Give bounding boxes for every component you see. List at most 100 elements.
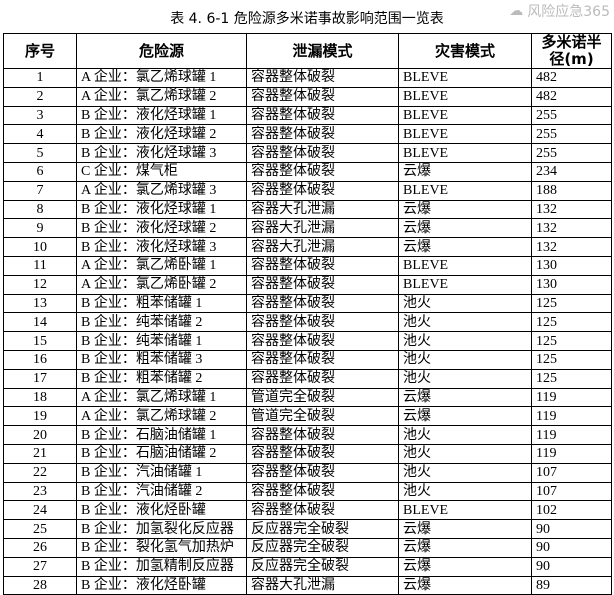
row-hazard-source: B 企业：裂化氢气加热炉 [76, 537, 247, 558]
row-leak-mode: 管道完全破裂 [246, 406, 399, 427]
row-disaster-mode: 池火 [398, 481, 532, 502]
table-row: 19 A 企业：氯乙烯球罐 2 管道完全破裂 云爆 119 [3, 406, 612, 427]
row-leak-mode: 容器整体破裂 [246, 143, 399, 163]
row-domino-radius: 132 [531, 199, 612, 220]
row-hazard-source: A 企业：氯乙烯球罐 3 [76, 180, 247, 201]
row-hazard-source: B 企业：石脑油储罐 1 [76, 425, 247, 445]
table-row: 12 A 企业：氯乙烯卧罐 2 容器整体破裂 BLEVE 130 [3, 274, 612, 295]
row-leak-mode: 容器整体破裂 [246, 312, 399, 333]
row-index: 10 [3, 237, 77, 257]
row-leak-mode: 管道完全破裂 [246, 387, 399, 408]
row-leak-mode: 容器整体破裂 [246, 274, 399, 295]
header-hazard-source: 危险源 [76, 33, 247, 69]
table-row: 21 B 企业：石脑油储罐 2 容器整体破裂 池火 119 [3, 443, 612, 464]
row-index: 3 [3, 105, 77, 126]
row-disaster-mode: 云爆 [398, 161, 532, 182]
table-row: 11 A 企业：氯乙烯卧罐 1 容器整体破裂 BLEVE 130 [3, 255, 612, 276]
row-index: 9 [3, 218, 77, 239]
table-row: 23 B 企业：汽油储罐 2 容器整体破裂 池火 107 [3, 481, 612, 502]
row-disaster-mode: 池火 [398, 425, 532, 445]
row-leak-mode: 容器整体破裂 [246, 425, 399, 445]
row-hazard-source: B 企业：液化烃球罐 2 [76, 124, 247, 145]
row-disaster-mode: 池火 [398, 312, 532, 333]
row-index: 19 [3, 406, 77, 427]
row-hazard-source: B 企业：液化烃卧罐 [76, 575, 247, 595]
row-index: 14 [3, 312, 77, 333]
row-domino-radius: 234 [531, 161, 612, 182]
table-row: 18 A 企业：氯乙烯球罐 1 管道完全破裂 云爆 119 [3, 387, 612, 408]
row-domino-radius: 102 [531, 500, 612, 521]
row-domino-radius: 125 [531, 312, 612, 333]
row-hazard-source: A 企业：氯乙烯球罐 1 [76, 68, 247, 88]
row-index: 18 [3, 387, 77, 408]
row-hazard-source: B 企业：加氢裂化反应器 [76, 519, 247, 539]
table-title: 表 4. 6-1 危险源多米诺事故影响范围一览表 [170, 11, 444, 27]
row-domino-radius: 90 [531, 519, 612, 539]
watermark-text: 风险应急365 [527, 4, 610, 20]
row-disaster-mode: 池火 [398, 293, 532, 314]
row-disaster-mode: 池火 [398, 331, 532, 351]
row-index: 13 [3, 293, 77, 314]
row-leak-mode: 容器整体破裂 [246, 293, 399, 314]
row-domino-radius: 119 [531, 406, 612, 427]
row-disaster-mode: 云爆 [398, 537, 532, 558]
row-disaster-mode: BLEVE [398, 105, 532, 126]
row-disaster-mode: BLEVE [398, 68, 532, 88]
row-domino-radius: 482 [531, 86, 612, 107]
row-disaster-mode: 云爆 [398, 519, 532, 539]
header-index: 序号 [3, 33, 77, 69]
row-disaster-mode: BLEVE [398, 180, 532, 201]
row-leak-mode: 容器整体破裂 [246, 68, 399, 88]
row-leak-mode: 容器整体破裂 [246, 349, 399, 370]
row-index: 28 [3, 575, 77, 595]
row-disaster-mode: 云爆 [398, 218, 532, 239]
row-hazard-source: A 企业：氯乙烯球罐 2 [76, 86, 247, 107]
row-leak-mode: 容器整体破裂 [246, 180, 399, 201]
row-hazard-source: B 企业：粗苯储罐 2 [76, 368, 247, 389]
row-disaster-mode: 池火 [398, 349, 532, 370]
row-domino-radius: 125 [531, 293, 612, 314]
row-leak-mode: 容器整体破裂 [246, 331, 399, 351]
row-domino-radius: 119 [531, 443, 612, 464]
row-domino-radius: 125 [531, 368, 612, 389]
row-domino-radius: 107 [531, 481, 612, 502]
row-domino-radius: 482 [531, 68, 612, 88]
row-hazard-source: C 企业：煤气柜 [76, 161, 247, 182]
row-domino-radius: 125 [531, 349, 612, 370]
table-row: 26 B 企业：裂化氢气加热炉 反应器完全破裂 云爆 90 [3, 537, 612, 558]
table-row: 27 B 企业：加氢精制反应器 反应器完全破裂 云爆 90 [3, 556, 612, 577]
row-leak-mode: 容器大孔泄漏 [246, 199, 399, 220]
table-row: 14 B 企业：纯苯储罐 2 容器整体破裂 池火 125 [3, 312, 612, 333]
header-leak-mode: 泄漏模式 [246, 33, 399, 69]
row-index: 23 [3, 481, 77, 502]
row-disaster-mode: BLEVE [398, 86, 532, 107]
row-disaster-mode: BLEVE [398, 143, 532, 163]
row-hazard-source: A 企业：氯乙烯卧罐 1 [76, 255, 247, 276]
row-leak-mode: 容器大孔泄漏 [246, 237, 399, 257]
row-leak-mode: 容器整体破裂 [246, 105, 399, 126]
row-hazard-source: B 企业：液化烃球罐 3 [76, 237, 247, 257]
row-index: 21 [3, 443, 77, 464]
row-leak-mode: 反应器完全破裂 [246, 556, 399, 577]
table-row: 17 B 企业：粗苯储罐 2 容器整体破裂 池火 125 [3, 368, 612, 389]
row-disaster-mode: 云爆 [398, 387, 532, 408]
row-domino-radius: 125 [531, 331, 612, 351]
row-domino-radius: 90 [531, 537, 612, 558]
table-row: 25 B 企业：加氢裂化反应器 反应器完全破裂 云爆 90 [3, 519, 612, 539]
row-hazard-source: B 企业：汽油储罐 1 [76, 462, 247, 483]
row-index: 12 [3, 274, 77, 295]
row-leak-mode: 反应器完全破裂 [246, 519, 399, 539]
row-domino-radius: 255 [531, 105, 612, 126]
row-index: 15 [3, 331, 77, 351]
row-index: 4 [3, 124, 77, 145]
row-domino-radius: 119 [531, 425, 612, 445]
row-leak-mode: 容器整体破裂 [246, 481, 399, 502]
row-leak-mode: 反应器完全破裂 [246, 537, 399, 558]
